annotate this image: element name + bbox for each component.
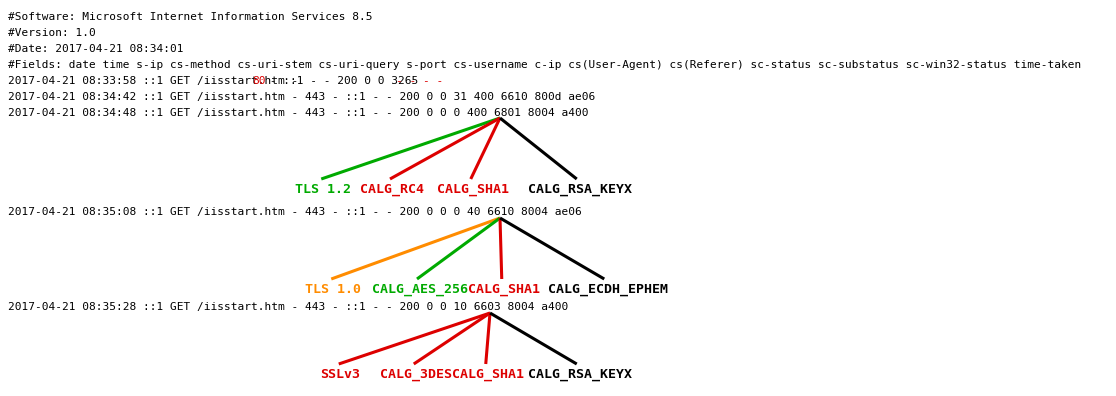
Text: CALG_RC4: CALG_RC4	[360, 183, 424, 196]
Text: CALG_3DES: CALG_3DES	[381, 368, 452, 381]
Text: 80: 80	[252, 76, 266, 86]
Text: TLS 1.2: TLS 1.2	[295, 183, 352, 196]
Text: CALG_AES_256: CALG_AES_256	[372, 283, 468, 296]
Text: CALG_ECDH_EPHEM: CALG_ECDH_EPHEM	[548, 283, 668, 296]
Text: CALG_RSA_KEYX: CALG_RSA_KEYX	[528, 368, 632, 381]
Text: CALG_RSA_KEYX: CALG_RSA_KEYX	[528, 183, 632, 196]
Text: #Version: 1.0: #Version: 1.0	[8, 28, 96, 38]
Text: 2017-04-21 08:35:28 ::1 GET /iisstart.htm - 443 - ::1 - - 200 0 0 10 6603 8004 a: 2017-04-21 08:35:28 ::1 GET /iisstart.ht…	[8, 302, 568, 312]
Text: - ::1 - - 200 0 0 3265: - ::1 - - 200 0 0 3265	[263, 76, 425, 86]
Text: CALG_SHA1: CALG_SHA1	[468, 283, 540, 296]
Text: CALG_SHA1: CALG_SHA1	[437, 183, 509, 196]
Text: 2017-04-21 08:35:08 ::1 GET /iisstart.htm - 443 - ::1 - - 200 0 0 0 40 6610 8004: 2017-04-21 08:35:08 ::1 GET /iisstart.ht…	[8, 207, 581, 217]
Text: - - - -: - - - -	[396, 76, 444, 86]
Text: CALG_SHA1: CALG_SHA1	[452, 368, 525, 381]
Text: 2017-04-21 08:33:58 ::1 GET /iisstart.htm -: 2017-04-21 08:33:58 ::1 GET /iisstart.ht…	[8, 76, 305, 86]
Text: SSLv3: SSLv3	[320, 368, 360, 381]
Text: #Fields: date time s-ip cs-method cs-uri-stem cs-uri-query s-port cs-username c-: #Fields: date time s-ip cs-method cs-uri…	[8, 60, 1081, 70]
Text: #Date: 2017-04-21 08:34:01: #Date: 2017-04-21 08:34:01	[8, 44, 183, 54]
Text: #Software: Microsoft Internet Information Services 8.5: #Software: Microsoft Internet Informatio…	[8, 12, 373, 22]
Text: 2017-04-21 08:34:42 ::1 GET /iisstart.htm - 443 - ::1 - - 200 0 0 31 400 6610 80: 2017-04-21 08:34:42 ::1 GET /iisstart.ht…	[8, 92, 595, 102]
Text: 2017-04-21 08:34:48 ::1 GET /iisstart.htm - 443 - ::1 - - 200 0 0 0 400 6801 800: 2017-04-21 08:34:48 ::1 GET /iisstart.ht…	[8, 108, 588, 118]
Text: TLS 1.0: TLS 1.0	[305, 283, 360, 296]
